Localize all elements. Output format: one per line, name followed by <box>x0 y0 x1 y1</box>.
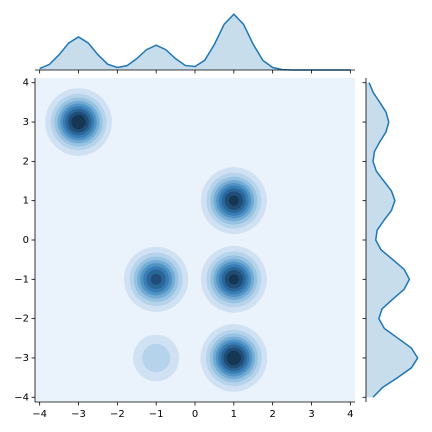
x-tick-label: 1 <box>231 409 237 420</box>
y-tick-label: 2 <box>23 156 29 167</box>
x-tick-label: −1 <box>149 409 164 420</box>
x-tick-label: 0 <box>192 409 198 420</box>
x-tick-label: −3 <box>71 409 86 420</box>
x-tick-label: 3 <box>308 409 314 420</box>
top-marginal-area <box>39 14 351 70</box>
x-tick-label: 4 <box>347 409 353 420</box>
x-tick-label: −4 <box>32 409 47 420</box>
density-contour <box>150 273 162 285</box>
y-tick-label: −2 <box>14 314 29 325</box>
y-tick-label: 1 <box>23 196 29 207</box>
y-tick-label: 0 <box>23 235 29 246</box>
x-tick-label: 2 <box>269 409 275 420</box>
y-tick-label: −4 <box>14 392 29 403</box>
density-contour <box>142 343 171 373</box>
kde-plot <box>35 78 355 402</box>
density-contour <box>228 274 239 285</box>
x-tick-label: −2 <box>110 409 125 420</box>
y-tick-label: 3 <box>23 117 29 128</box>
y-tick-label: −3 <box>14 353 29 364</box>
density-contour <box>226 350 241 366</box>
right-marginal-line <box>368 82 419 398</box>
y-tick-label: −1 <box>14 274 29 285</box>
density-contour <box>71 114 86 130</box>
density-contour <box>228 195 239 206</box>
right-marginal-area <box>366 82 418 398</box>
y-tick-label: 4 <box>23 78 29 89</box>
